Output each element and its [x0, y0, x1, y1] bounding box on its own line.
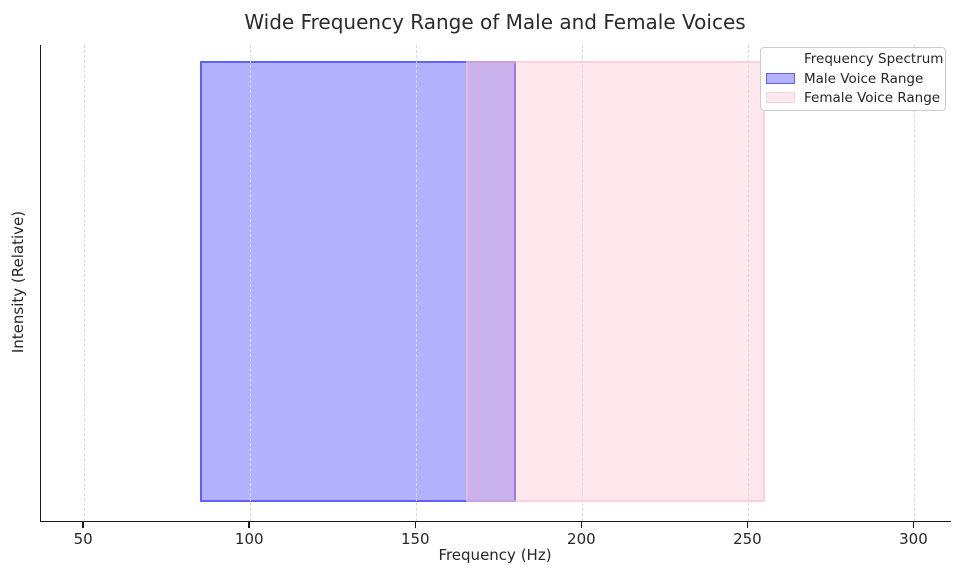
x-tick-mark-300 [912, 522, 915, 528]
plot-area [40, 45, 951, 522]
legend-entries: Male Voice Range Female Voice Range [766, 69, 941, 107]
legend-title: Frequency Spectrum [804, 51, 944, 67]
x-tick-mark-150 [414, 522, 417, 528]
x-tick-mark-200 [580, 522, 583, 528]
x-tick-mark-250 [746, 522, 749, 528]
x-tick-label-100: 100 [234, 530, 264, 548]
x-gridline-300 [914, 45, 916, 521]
x-axis-ticks: 50 100 150 200 250 300 [40, 522, 950, 562]
legend-entry-male: Male Voice Range [766, 69, 939, 88]
legend-entry-female: Female Voice Range [766, 88, 941, 107]
x-tick-mark-50 [82, 522, 84, 528]
x-tick-label-300: 300 [899, 530, 928, 548]
x-tick-label-150: 150 [400, 530, 430, 548]
legend-label-male: Male Voice Range [804, 70, 924, 87]
x-tick-label-200: 200 [567, 530, 596, 548]
x-tick-mark-100 [248, 522, 250, 528]
x-gridline-150 [416, 45, 418, 521]
chart-title: Wide Frequency Range of Male and Female … [244, 10, 746, 34]
x-gridline-250 [748, 45, 750, 521]
y-axis-label: Intensity (Relative) [9, 210, 27, 354]
vspan-female-voice-range [466, 61, 765, 502]
vspan-male-voice-range [200, 61, 516, 502]
legend-swatch-male [766, 73, 795, 84]
legend-label-female: Female Voice Range [804, 89, 941, 106]
x-gridline-200 [582, 45, 584, 521]
x-tick-label-250: 250 [733, 530, 762, 548]
x-axis-label: Frequency (Hz) [438, 546, 552, 564]
legend-swatch-female [766, 92, 795, 103]
x-tick-label-50: 50 [73, 530, 93, 548]
x-gridline-100 [250, 45, 252, 521]
x-gridline-50 [84, 45, 86, 521]
legend: Frequency Spectrum Male Voice Range Femal… [760, 47, 946, 111]
